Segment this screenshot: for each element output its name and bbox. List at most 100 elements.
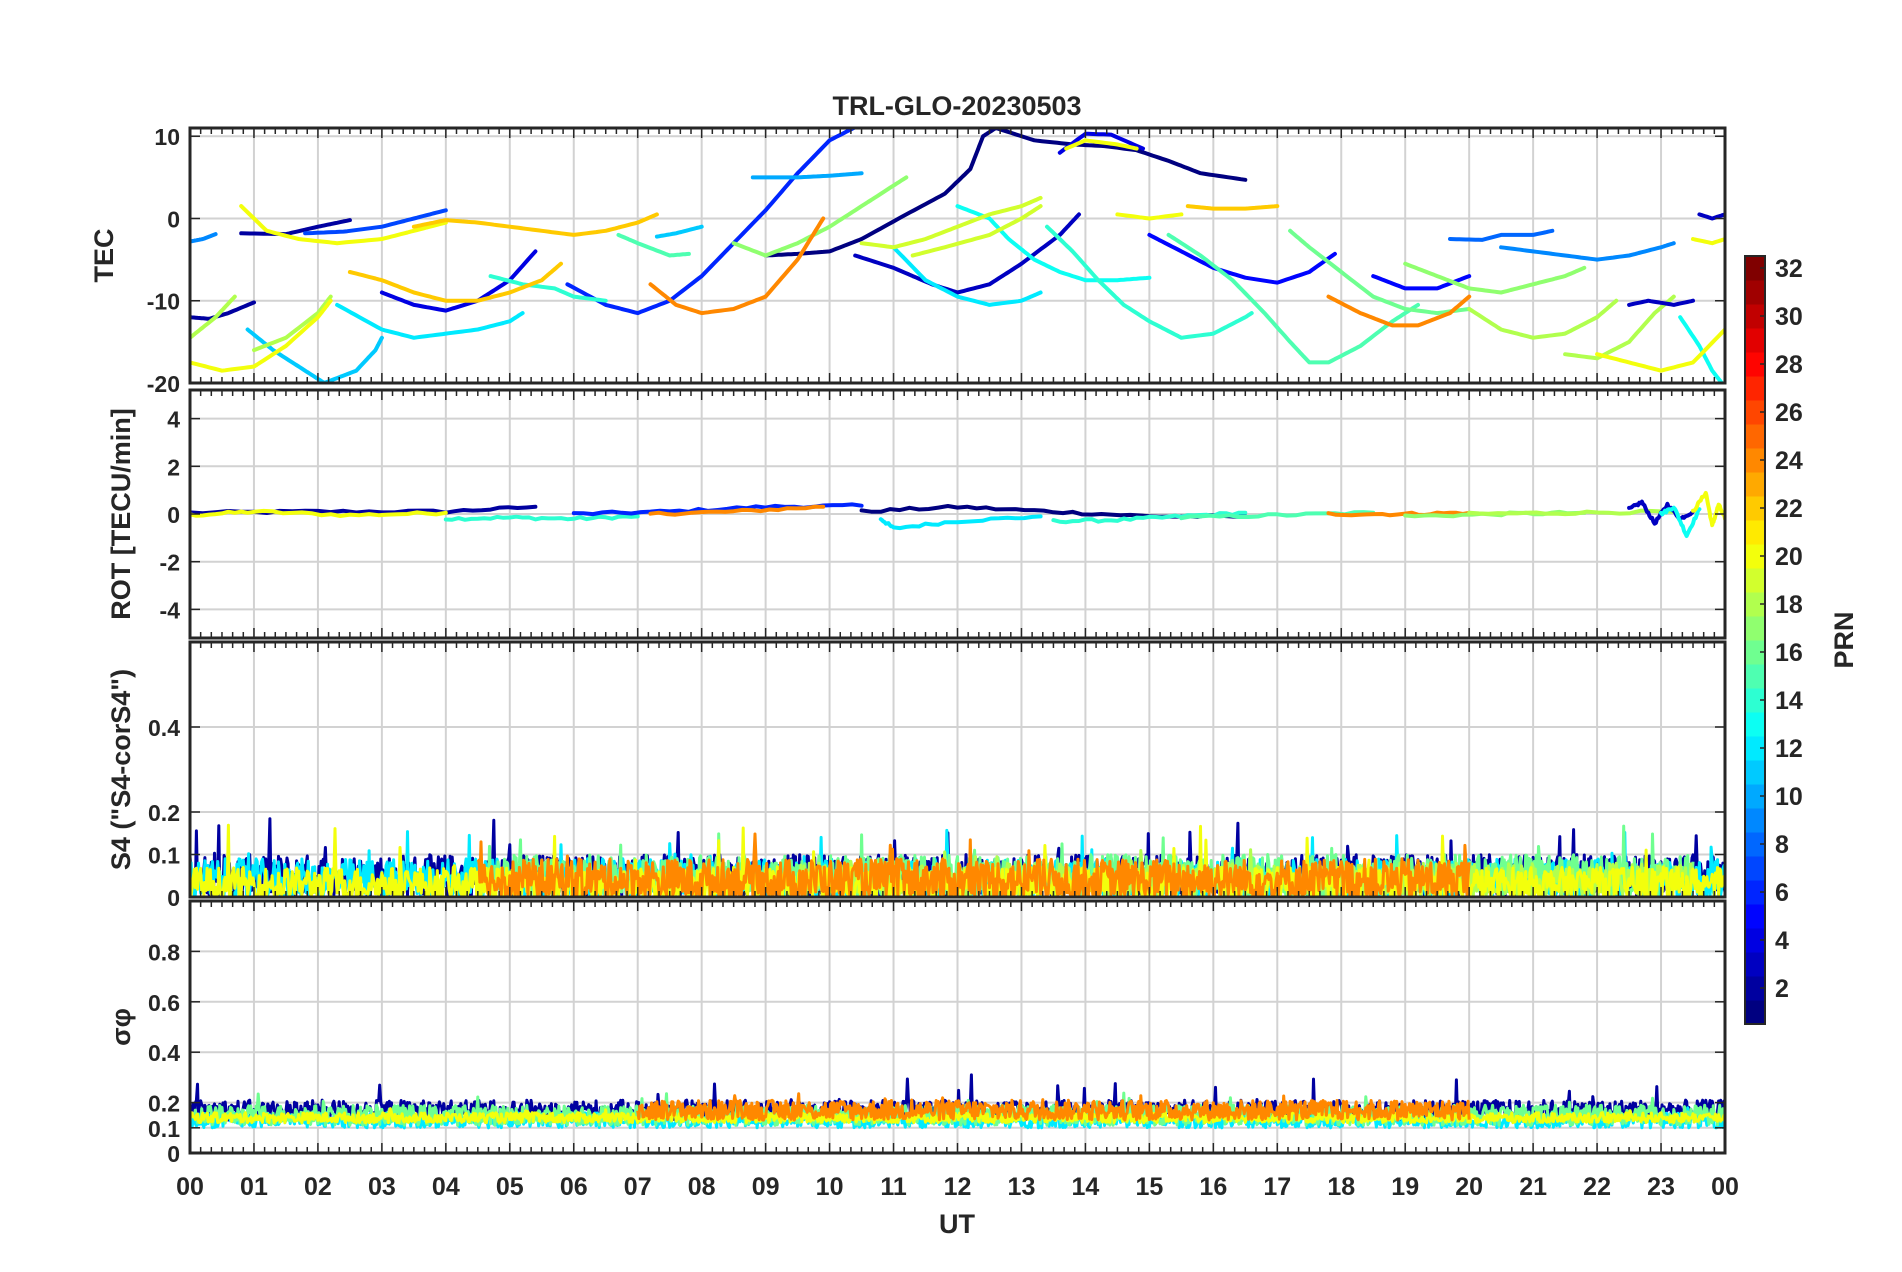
- colorbar-segment: [1745, 928, 1765, 953]
- series-group: [190, 817, 1725, 897]
- colorbar-segment: [1745, 592, 1765, 617]
- x-tick-label: 08: [688, 1173, 716, 1201]
- x-tick-label: 02: [304, 1173, 332, 1201]
- y-tick-label: 0.6: [148, 990, 180, 1016]
- prn-6-series: [565, 128, 858, 316]
- x-tick-label: 00: [176, 1173, 204, 1201]
- prn-24-series: [648, 216, 826, 316]
- colorbar-tick-label: 14: [1775, 687, 1803, 715]
- colorbar-tick-label: 8: [1775, 831, 1789, 859]
- colorbar-tick-label: 24: [1775, 447, 1803, 475]
- y-axis-label: TEC: [89, 229, 119, 283]
- y-tick-label: 0.2: [148, 800, 180, 826]
- colorbar-segment: [1745, 712, 1765, 737]
- prn-8-series: [1448, 228, 1555, 242]
- colorbar-segment: [1745, 664, 1765, 689]
- prn-20-series: [1115, 212, 1184, 221]
- prn-13-series: [955, 204, 1152, 283]
- y-tick-label: 0.1: [148, 843, 180, 869]
- prn-11-series: [654, 224, 704, 239]
- y-tick-label: -4: [160, 597, 181, 623]
- colorbar-tick-label: 18: [1775, 591, 1803, 619]
- colorbar-segment: [1745, 1000, 1765, 1025]
- prn-18-series: [1467, 508, 1676, 517]
- x-tick-label: 13: [1008, 1173, 1036, 1201]
- colorbar-segment: [1745, 952, 1765, 977]
- colorbar-segment: [1745, 400, 1765, 425]
- colorbar-segment: [1745, 568, 1765, 593]
- prn-15-series: [1166, 232, 1420, 365]
- colorbar-segment: [1745, 760, 1765, 785]
- prn-7-series: [303, 208, 448, 236]
- axes-frame: [188, 640, 1727, 899]
- prn-18-series: [1467, 298, 1619, 340]
- prn-5-series: [1147, 232, 1337, 285]
- colorbar-segment: [1745, 544, 1765, 569]
- x-tick-label: 09: [752, 1173, 780, 1201]
- colorbar-segment: [1745, 784, 1765, 809]
- y-axis-label: σφ: [106, 1008, 136, 1046]
- y-tick-label: -2: [160, 550, 180, 576]
- colorbar-segment: [1745, 304, 1765, 329]
- colorbar-segment: [1745, 376, 1765, 401]
- prn-4-series: [1057, 131, 1145, 155]
- y-tick-label: 2: [167, 454, 180, 480]
- x-tick-label: 00: [1711, 1173, 1739, 1201]
- prn-24-series: [1326, 294, 1472, 328]
- y-tick-label: 10: [154, 124, 180, 150]
- panel-sigma: 0.8 0.6 0.4 0.20.10 σφ: [106, 899, 1727, 1167]
- colorbar-tick-label: 26: [1775, 399, 1803, 427]
- y-tick-label: 0: [167, 206, 180, 232]
- axes-frame: [188, 899, 1727, 1155]
- colorbar-segment: [1745, 448, 1765, 473]
- prn-19-series: [859, 195, 1043, 250]
- x-tick-label: 22: [1583, 1173, 1611, 1201]
- x-tick-label: 07: [624, 1173, 652, 1201]
- prn-22-series: [411, 212, 659, 237]
- colorbar-segment: [1745, 616, 1765, 641]
- y-tick-label: 0.2: [148, 1091, 180, 1117]
- prn-17-series: [1403, 261, 1587, 295]
- y-tick-label: -20: [147, 371, 180, 397]
- colorbar-tick-label: 10: [1775, 783, 1803, 811]
- x-tick-label: 20: [1455, 1173, 1483, 1201]
- colorbar-tick-label: 16: [1775, 639, 1803, 667]
- x-tick-label: 15: [1135, 1173, 1163, 1201]
- prn-12-series: [891, 245, 1043, 307]
- x-tick-label: 11: [880, 1173, 907, 1201]
- prn-24-series: [648, 504, 826, 517]
- colorbar-tick-label: 20: [1775, 543, 1803, 571]
- colorbar-tick-label: 2: [1775, 975, 1789, 1003]
- colorbar-segment: [1745, 856, 1765, 881]
- colorbar-segment: [1745, 328, 1765, 353]
- prn-13-series: [1659, 505, 1702, 538]
- prn-14-series: [1045, 224, 1254, 340]
- colorbar-segment: [1745, 640, 1765, 665]
- colorbar-segment: [1745, 256, 1765, 281]
- panel-rot: 4 2 0 -2 -4 ROT [TECU/min]: [106, 388, 1727, 640]
- colorbar-segment: [1745, 496, 1765, 521]
- prn-3-series: [1697, 212, 1725, 221]
- prn-20-series: [1595, 327, 1725, 373]
- prn-3-series: [853, 212, 1081, 295]
- prn-19-series: [910, 204, 1043, 258]
- prn-4-series: [379, 249, 538, 313]
- y-tick-label: 0: [167, 502, 180, 528]
- prn-3-series: [1627, 298, 1695, 307]
- x-tick-label: 16: [1199, 1173, 1227, 1201]
- y-tick-label: 0.4: [148, 1040, 180, 1066]
- colorbar-segment: [1745, 472, 1765, 497]
- y-axis-label: ROT [TECU/min]: [106, 408, 136, 619]
- prn-14-series: [443, 514, 640, 522]
- colorbar-segment: [1745, 352, 1765, 377]
- prn-10-series: [750, 171, 864, 180]
- prn-13-series: [1678, 315, 1725, 383]
- x-tick-label: 03: [368, 1173, 396, 1201]
- colorbar-segment: [1745, 904, 1765, 929]
- series-group: [190, 490, 1725, 538]
- y-tick-label: 0.8: [148, 939, 180, 965]
- x-axis-label: UT: [939, 1209, 975, 1239]
- prn-18-series: [252, 294, 333, 353]
- colorbar-segment: [1745, 736, 1765, 761]
- x-tick-label: 04: [432, 1173, 460, 1201]
